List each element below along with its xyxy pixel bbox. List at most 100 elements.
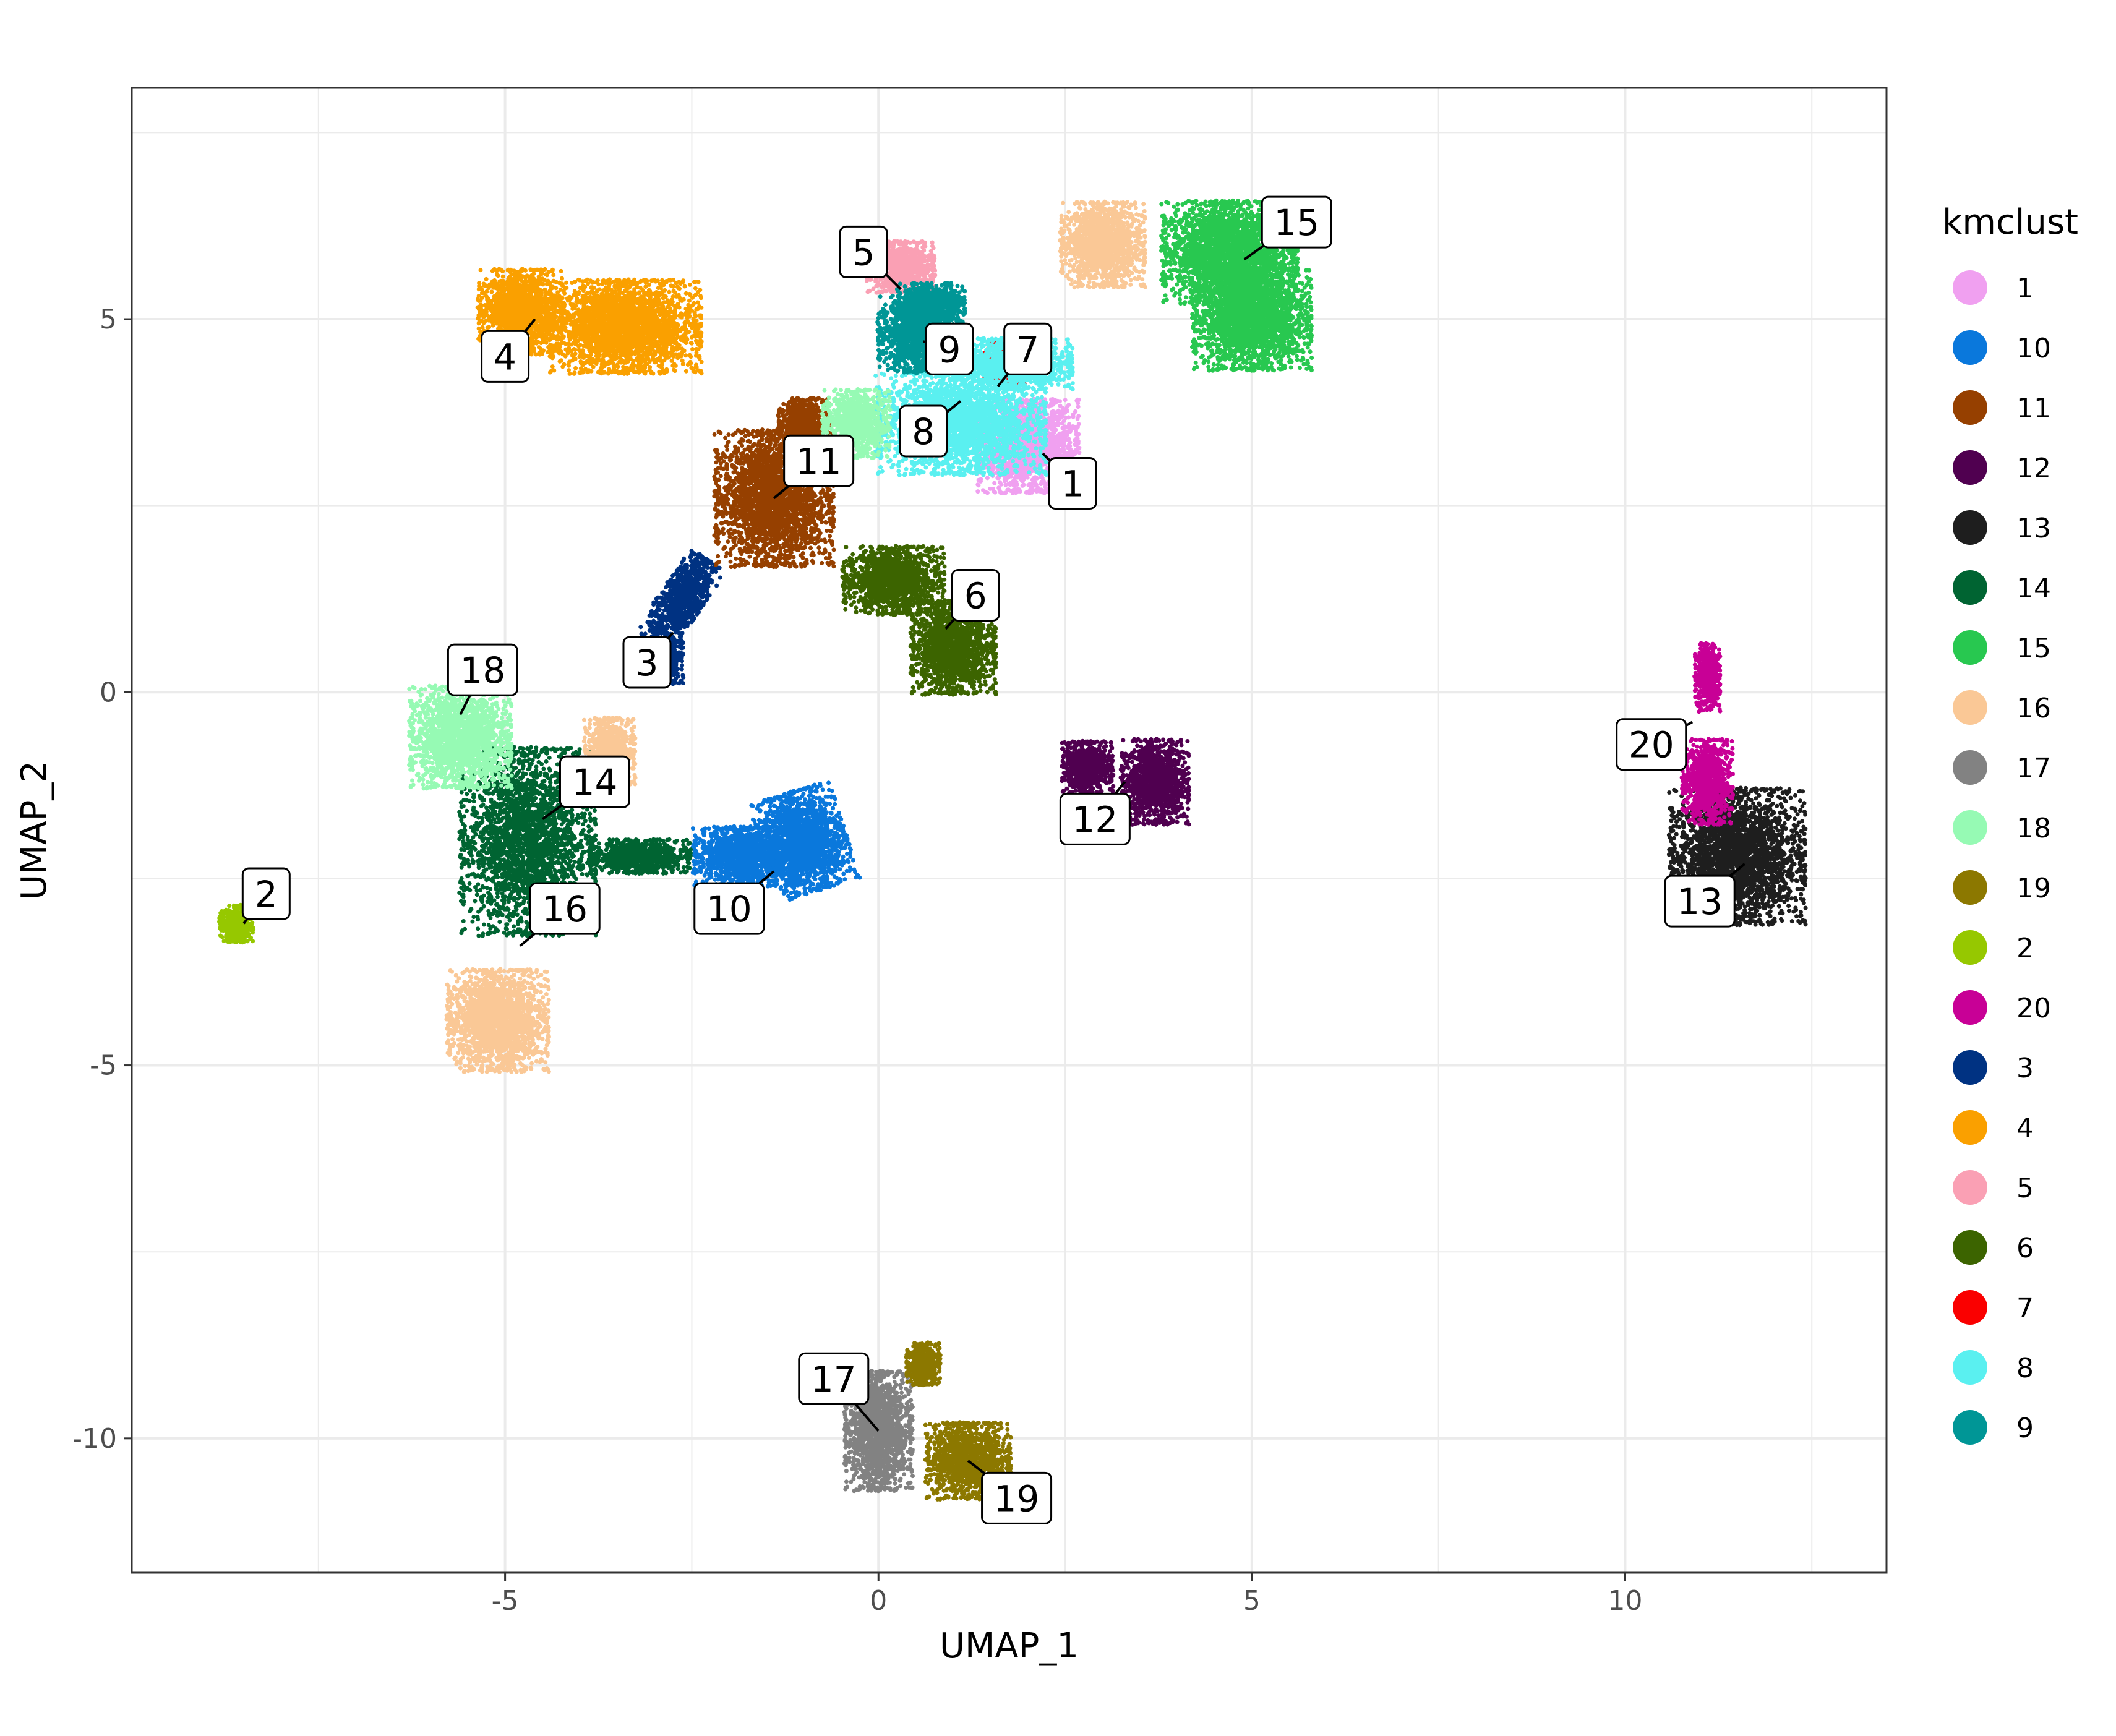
cluster-20-points <box>1692 641 1723 714</box>
legend-entry: 12 <box>1953 450 2051 485</box>
legend-entry: 7 <box>1953 1290 2034 1325</box>
legend-entry: 9 <box>1953 1410 2034 1445</box>
cluster-label-15: 15 <box>1243 195 1332 261</box>
cluster-label-text: 13 <box>1677 881 1723 923</box>
legend-label: 20 <box>2016 993 2051 1024</box>
cluster-label-box <box>1003 322 1053 375</box>
cluster-17-points <box>842 1369 915 1494</box>
x-tick-label: 5 <box>1243 1585 1261 1617</box>
legend-entry: 5 <box>1953 1170 2034 1205</box>
legend-label: 12 <box>2016 453 2051 484</box>
cluster-label-17: 17 <box>798 1352 880 1432</box>
legend-label: 16 <box>2016 693 2051 724</box>
legend-entry: 8 <box>1953 1350 2034 1385</box>
cluster-label-14: 14 <box>541 755 630 821</box>
cluster-9-points <box>894 280 967 328</box>
legend-key <box>1953 570 1987 605</box>
legend-entry: 10 <box>1953 330 2051 365</box>
y-axis-ticks: -10 -5 0 5 <box>72 304 132 1455</box>
legend-key <box>1953 1290 1987 1325</box>
data-points <box>217 198 1808 1502</box>
cluster-label-text: 4 <box>494 336 516 378</box>
legend-key <box>1953 870 1987 905</box>
cluster-3-points <box>645 549 722 645</box>
cluster-label-text: 18 <box>460 649 505 691</box>
legend-key <box>1953 1050 1987 1085</box>
legend-entry: 17 <box>1953 750 2051 785</box>
cluster-label-text: 11 <box>796 440 842 482</box>
cluster-label-text: 5 <box>852 231 875 273</box>
legend-entry: 18 <box>1953 810 2051 845</box>
cluster-label-10: 10 <box>693 870 775 935</box>
cluster-label-text: 17 <box>811 1358 857 1400</box>
cluster-label-9: 9 <box>923 322 974 375</box>
legend-entry: 19 <box>1953 870 2051 905</box>
cluster-label-text: 3 <box>636 642 659 684</box>
legend-key <box>1953 990 1987 1025</box>
legend-entry: 15 <box>1953 630 2051 665</box>
cluster-label-box <box>1261 195 1332 249</box>
cluster-label-6: 6 <box>944 568 1000 630</box>
cluster-label-box <box>1664 874 1736 928</box>
legend-label: 3 <box>2016 1053 2034 1084</box>
cluster-label-16: 16 <box>519 882 601 947</box>
legend-label: 15 <box>2016 633 2051 664</box>
cluster-4-points <box>546 277 704 376</box>
legend-key <box>1953 270 1987 305</box>
cluster-label-text: 19 <box>994 1477 1040 1520</box>
cluster-label-box <box>693 882 765 935</box>
legend-key <box>1953 1110 1987 1145</box>
cluster-label-text: 1 <box>1061 463 1084 505</box>
legend-key <box>1953 810 1987 845</box>
cluster-label-box <box>783 434 855 487</box>
y-tick-label: -5 <box>90 1050 117 1082</box>
cluster-label-4: 4 <box>481 318 536 383</box>
legend-entry: 2 <box>1953 930 2034 965</box>
y-tick-label: 0 <box>100 677 117 708</box>
cluster-label-8: 8 <box>899 400 962 458</box>
cluster-label-box <box>1059 792 1131 845</box>
legend-key <box>1953 1230 1987 1265</box>
legend-label: 9 <box>2016 1413 2034 1444</box>
legend-entry: 1 <box>1953 270 2034 305</box>
legend-label: 5 <box>2016 1173 2034 1204</box>
cluster-label-19: 19 <box>967 1460 1053 1524</box>
x-tick-label: 0 <box>870 1585 887 1617</box>
cluster-label-text: 14 <box>572 761 618 803</box>
legend-entry: 3 <box>1953 1050 2034 1085</box>
cluster-label-box <box>981 1471 1053 1524</box>
cluster-label-1: 1 <box>1042 452 1097 510</box>
cluster-12-points <box>1118 737 1191 827</box>
cluster-label-18: 18 <box>447 643 518 716</box>
cluster-19-points <box>904 1340 943 1388</box>
legend-entry: 11 <box>1953 390 2051 425</box>
cluster-13-points <box>1666 785 1808 928</box>
cluster-label-box <box>839 225 888 278</box>
legend-key <box>1953 930 1987 965</box>
cluster-label-text: 10 <box>706 888 752 930</box>
legend-label: 4 <box>2016 1113 2034 1144</box>
legend-entry: 14 <box>1953 570 2051 605</box>
plot-panel-border <box>131 87 1888 1574</box>
cluster-label-box <box>481 330 530 383</box>
cluster-label-box <box>447 643 518 696</box>
cluster-label-box <box>951 568 1000 622</box>
cluster-label-7: 7 <box>996 322 1053 387</box>
x-axis-title: UMAP_1 <box>940 1626 1079 1666</box>
cluster-label-text: 9 <box>938 328 961 370</box>
cluster-label-text: 16 <box>542 888 588 930</box>
legend-entry: 4 <box>1953 1110 2034 1145</box>
x-axis-ticks: -5 0 5 10 <box>492 1573 1642 1617</box>
cluster-label-box <box>1048 456 1097 510</box>
cluster-label-20: 20 <box>1616 718 1694 771</box>
cluster-label-text: 12 <box>1072 798 1118 840</box>
legend-key <box>1953 450 1987 485</box>
legend-key <box>1953 1410 1987 1445</box>
legend-label: 13 <box>2016 513 2051 544</box>
legend-label: 19 <box>2016 873 2051 904</box>
cluster-15-points <box>1190 265 1314 373</box>
cluster-label-text: 6 <box>964 575 987 617</box>
cluster-16-points <box>1058 199 1147 290</box>
cluster-2-points <box>217 902 256 945</box>
